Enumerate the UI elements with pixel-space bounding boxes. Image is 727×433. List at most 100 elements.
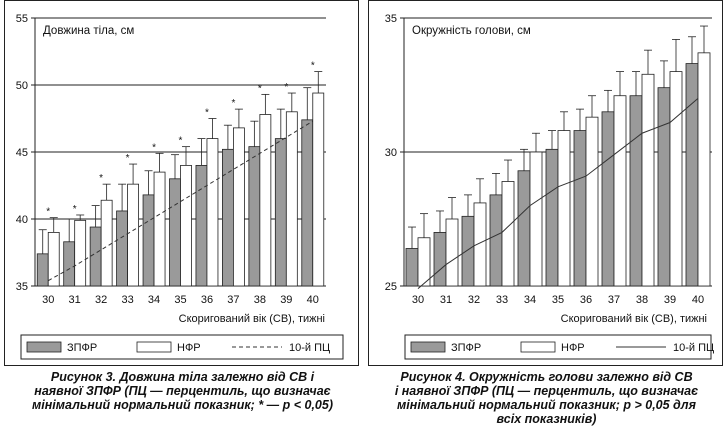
x-axis-title: Скоригований вік (СВ), тижні [179,313,325,325]
caption-line: мінімальний нормальний показник; * — р <… [31,398,333,412]
y-tick-label: 25 [385,281,397,293]
significance-mark: * [126,153,130,164]
bar-nfr [180,164,192,287]
bar-zpfr [517,170,531,287]
legend-label-10th-percentile: 10-й ПЦ [289,342,330,354]
figure-3-caption: Рисунок 3. Довжина тіла залежно від СВ і… [0,370,365,412]
bar-zpfr [433,231,447,287]
x-tick-label: 31 [440,294,452,306]
bar-nfr [233,127,245,287]
x-tick-label: 35 [552,294,564,306]
bar-nfr [445,218,459,287]
y-tick-label: 40 [16,214,28,226]
bar-zpfr [116,210,128,287]
bar-zpfr [89,226,102,287]
bar-zpfr [601,111,615,287]
x-tick-label: 37 [608,294,620,306]
y-tick-label: 45 [16,147,28,159]
figure-4-panel: 25 30 35 30 31 32 33 34 35 36 37 38 39 40 Окружність г… [368,0,723,366]
caption-line: наявної ЗПФР (ПЦ — перцентиль, що визнач… [34,384,331,398]
bar-nfr [259,114,272,287]
significance-mark: * [152,142,156,153]
significance-mark: * [46,207,50,218]
significance-mark: * [205,108,209,119]
bar-zpfr [489,194,503,287]
bar-nfr [74,219,87,287]
significance-mark: * [284,82,288,93]
x-tick-label: 33 [496,294,508,306]
chart-title: Окружність голови, см [412,25,531,37]
caption-line: і наявної ЗПФР (ПЦ — перцентиль, що визн… [394,384,699,398]
x-tick-label: 35 [174,294,186,306]
x-tick-label: 30 [412,294,424,306]
caption-line: мінімальний нормальний показник; р > 0,0… [397,398,696,412]
bar-zpfr [169,178,181,287]
bar-nfr [529,151,543,287]
y-tick-label: 55 [16,13,28,25]
bar-zpfr [195,164,208,287]
y-tick-label: 50 [16,80,28,92]
bar-nfr [127,183,139,287]
x-tick-label: 33 [121,294,133,306]
bar-nfr [312,92,325,287]
x-tick-label: 32 [468,294,480,306]
chart-title: Довжина тіла, см [43,25,134,37]
significance-mark: * [258,83,262,94]
legend: ЗПФР НФР 10-й ПЦ [20,334,344,360]
significance-mark: * [73,204,77,215]
x-tick-label: 32 [95,294,107,306]
figure-4-caption: Рисунок 4. Окружність голови залежно від… [366,370,727,426]
legend-label-nfr: НФР [561,342,585,354]
head-circumference-chart: 25 30 35 30 31 32 33 34 35 36 37 38 39 40 Окружність г… [385,13,714,360]
bar-zpfr [685,63,699,287]
legend-box [20,334,344,360]
caption-line: Рисунок 4. Окружність голови залежно від… [400,370,693,384]
bar-zpfr [142,194,155,287]
x-tick-label: 39 [664,294,676,306]
x-tick-label: 36 [580,294,592,306]
bar-zpfr [629,95,643,287]
x-tick-label: 38 [636,294,648,306]
legend-swatch-nfr [520,341,556,353]
bar-zpfr [274,138,287,287]
bar-zpfr [63,241,76,287]
bar-nfr [153,171,166,287]
bar-nfr [206,138,219,287]
legend-label-10th-percentile: 10-й ПЦ [673,342,714,354]
bar-nfr [613,95,627,287]
x-tick-label: 34 [524,294,536,306]
bar-zpfr [461,215,475,287]
bar-zpfr [301,119,314,287]
bar-nfr [557,130,571,287]
bar-zpfr [657,87,671,287]
bar-nfr [641,73,655,287]
x-tick-label: 37 [227,294,239,306]
bar-zpfr [248,146,261,287]
legend: ЗПФР НФР 10-й ПЦ [404,334,714,360]
bar-nfr [100,199,113,287]
bar-zpfr [573,130,587,287]
bar-nfr [417,237,431,287]
significance-mark: * [231,98,235,109]
reference-line-10th-percentile [417,98,699,290]
x-tick-label: 38 [254,294,266,306]
reference-line-10th-percentile [47,120,314,282]
bar-zpfr [405,248,419,287]
significance-mark: * [179,136,183,147]
bar-nfr [669,71,683,287]
bar-nfr [285,111,298,287]
bar-zpfr [36,253,49,287]
x-tick-label: 34 [148,294,160,306]
significance-mark: * [99,173,103,184]
x-tick-label: 36 [201,294,213,306]
legend-swatch-nfr [136,341,172,353]
x-tick-label: 30 [42,294,54,306]
bar-nfr [697,52,711,287]
bar-nfr [47,231,60,287]
x-tick-label: 40 [307,294,319,306]
figure-3-panel: 35 40 45 50 55 * 30 * 31 * 32 * 33 * 34 * 35 * 36 * 37 * 38 * 39… [4,0,359,366]
x-tick-label: 39 [280,294,292,306]
y-tick-label: 35 [385,13,397,25]
x-tick-label: 31 [69,294,81,306]
legend-label-zpfr: ЗПФР [67,342,97,354]
